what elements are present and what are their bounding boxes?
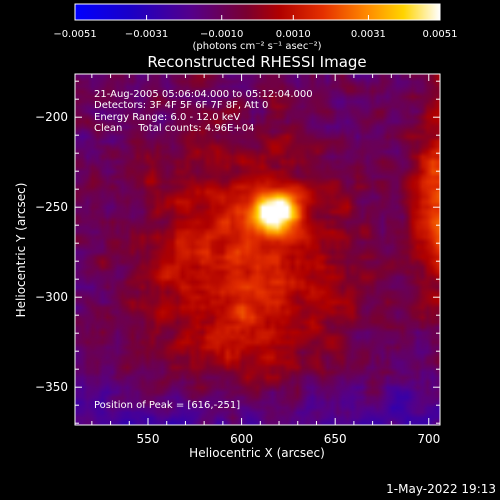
y-tick-label: −250 xyxy=(35,200,68,214)
x-tick-label: 550 xyxy=(137,432,160,446)
footer-timestamp: 1-May-2022 19:13 xyxy=(386,482,496,496)
colorbar-tick-label: −0.0051 xyxy=(53,29,96,40)
annotation-energy-range: Energy Range: 6.0 - 12.0 keV xyxy=(94,112,240,123)
heatmap-image xyxy=(75,74,440,425)
y-tick-label: −350 xyxy=(35,380,68,394)
colorbar-tick-label: 0.0031 xyxy=(351,29,386,40)
colorbar-ticks: −0.0051 −0.0031 −0.0010 0.0010 0.0031 0.0051 xyxy=(53,15,458,40)
y-tick-label: −200 xyxy=(35,110,68,124)
x-tick-label: 600 xyxy=(230,432,253,446)
colorbar-gradient xyxy=(74,3,441,21)
annotation-detectors: Detectors: 3F 4F 5F 6F 7F 8F, Att 0 xyxy=(94,100,268,111)
heatmap-plot: 550 600 650 700 −200 −250 −300 −350 xyxy=(35,73,441,446)
colorbar-tick-label: 0.0051 xyxy=(423,29,458,40)
colorbar-unit-label: (photons cm⁻² s⁻¹ asec⁻²) xyxy=(192,41,321,52)
colorbar: −0.0051 −0.0031 −0.0010 0.0010 0.0031 0.0051 … xyxy=(53,3,458,52)
x-tick-label: 700 xyxy=(417,432,440,446)
y-tick-label: −300 xyxy=(35,290,68,304)
colorbar-tick-label: −0.0010 xyxy=(200,29,243,40)
axis-ticks: 550 600 650 700 −200 −250 −300 −350 xyxy=(35,74,440,446)
x-axis-label: Heliocentric X (arcsec) xyxy=(189,446,325,460)
plot-frame xyxy=(74,73,441,426)
y-axis-label: Heliocentric Y (arcsec) xyxy=(14,183,28,318)
chart-title: Reconstructed RHESSI Image xyxy=(147,53,366,71)
annotation-peak-position: Position of Peak = [616,-251] xyxy=(94,400,240,411)
colorbar-tick-label: −0.0031 xyxy=(125,29,168,40)
colorbar-tick-label: 0.0010 xyxy=(276,29,311,40)
annotation-time-range: 21-Aug-2005 05:06:04.000 to 05:12:04.000 xyxy=(94,89,313,100)
x-tick-label: 650 xyxy=(324,432,347,446)
info-annotations: 21-Aug-2005 05:06:04.000 to 05:12:04.000… xyxy=(94,89,313,411)
annotation-total-counts: Clean Total counts: 4.96E+04 xyxy=(94,123,254,134)
